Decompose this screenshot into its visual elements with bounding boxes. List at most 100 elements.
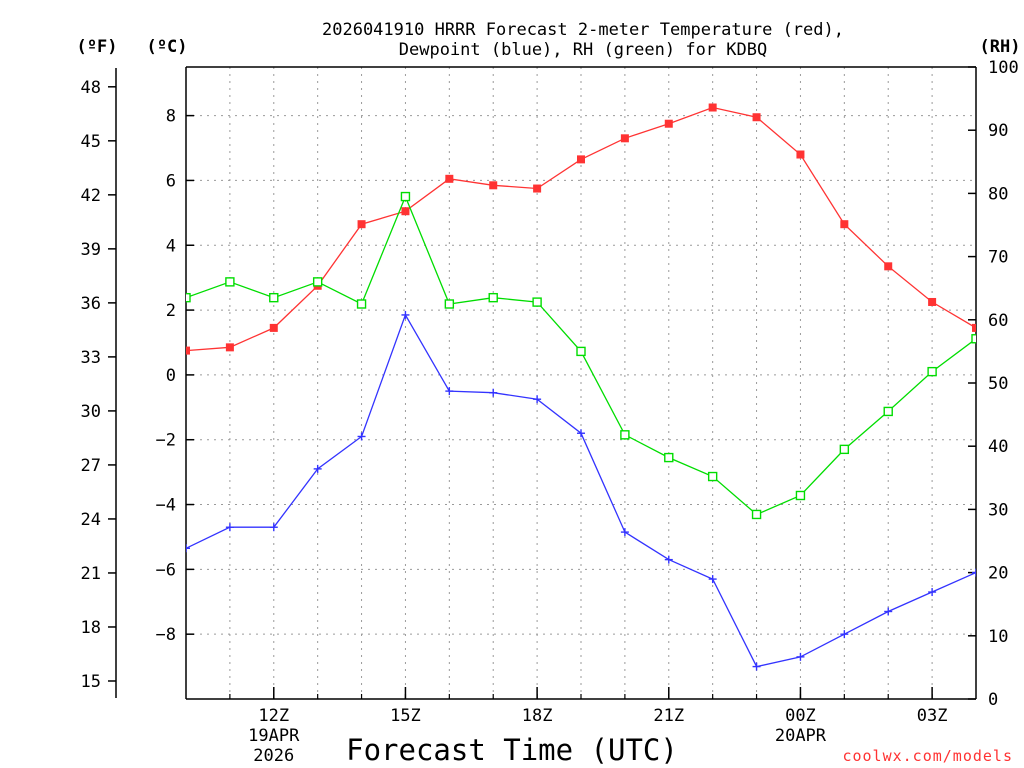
celsius-tick-label: −2 [156,431,176,451]
rh-tick-label: 40 [988,437,1008,457]
rh-point [795,490,806,501]
tick-labels: 48454239363330272421181586420−2−4−6−8100… [81,58,1019,766]
rh-point [444,299,455,309]
rh-tick-label: 0 [988,690,998,710]
celsius-tick-label: −6 [156,560,176,580]
rh-tick-label: 30 [988,500,1008,520]
temperature-point [269,323,278,332]
fahrenheit-tick-label: 42 [81,186,101,206]
temperature-point [620,134,629,143]
celsius-tick-label: 6 [166,171,176,191]
dewpoint-point [840,630,849,639]
x-tick-label: 21Z [653,706,684,726]
axes [108,66,977,700]
dewpoint-point [928,588,937,597]
x-tick-date-label: 19APR [248,726,300,746]
rh-tick-label: 90 [988,121,1008,141]
temperature-point [928,297,937,306]
dewpoint-point [752,662,761,671]
dewpoint-point [225,523,234,532]
rh-point [488,292,498,303]
fahrenheit-tick-label: 15 [81,672,101,692]
credit-text: coolwx.com/models [842,747,1013,765]
dewpoint-point [620,528,629,537]
rh-tick-label: 60 [988,311,1008,331]
temperature-point [752,113,761,122]
temperature-point [708,103,717,112]
temperature-point [664,119,673,128]
rh-point [576,346,586,357]
fahrenheit-tick-label: 36 [81,294,101,314]
fahrenheit-tick-label: 24 [81,510,101,530]
rh-point [664,452,674,463]
dewpoint-point [269,523,278,532]
grid-lines [186,67,976,699]
x-axis-label: Forecast Time (UTC) [346,733,678,767]
rh-tick-label: 80 [988,184,1008,204]
dewpoint-point [664,555,673,564]
chart-title-line-1: 2026041910 HRRR Forecast 2-meter Tempera… [322,20,844,40]
rh-point [186,292,191,303]
dewpoint-point [796,652,805,661]
chart-title-line-2: Dewpoint (blue), RH (green) for KDBQ [399,40,767,60]
series-dewpoint [186,310,976,671]
temperature-point [357,220,366,229]
celsius-tick-label: 8 [166,107,176,127]
fahrenheit-tick-label: 48 [81,78,101,98]
dewpoint-point [489,388,498,397]
fahrenheit-tick-label: 27 [81,456,101,476]
temperature-point [796,150,805,159]
series-rh [186,191,976,520]
x-tick-label: 18Z [522,706,553,726]
temperature-point [840,220,849,229]
celsius-tick-label: 0 [166,366,176,386]
rh-point [839,444,850,455]
fahrenheit-tick-label: 33 [81,348,101,368]
rh-point [883,406,893,417]
celsius-tick-label: −4 [156,496,176,516]
rh-tick-label: 10 [988,627,1008,647]
x-tick-label: 03Z [917,706,948,726]
x-tick-year-label: 2026 [253,746,294,766]
fahrenheit-tick-label: 39 [81,240,101,260]
dewpoint-point [708,575,717,584]
dewpoint-point [445,387,454,396]
rh-tick-label: 20 [988,564,1008,584]
dewpoint-point [577,429,585,438]
rh-point [356,299,367,309]
temperature-point [884,262,893,271]
rh-point [751,509,762,520]
dewpoint-point [972,568,976,577]
rh-point [971,334,976,344]
dewpoint-point [533,395,542,404]
rh-tick-label: 50 [988,374,1008,394]
rh-unit-label: (RH) [980,37,1021,57]
rh-point [400,191,411,202]
data-series [186,103,976,671]
rh-point [620,430,630,440]
celsius-unit-label: (ºC) [147,37,188,57]
rh-point [927,366,937,377]
x-tick-label: 15Z [390,706,421,726]
dewpoint-point [357,432,366,441]
rh-tick-label: 100 [988,58,1019,78]
dewpoint-point [313,464,322,473]
fahrenheit-tick-label: 45 [81,132,101,152]
dewpoint-point [884,607,893,616]
fahrenheit-unit-label: (ºF) [77,37,118,57]
x-tick-label: 00Z [785,706,816,726]
temperature-point [186,346,190,355]
temperature-point [489,181,498,190]
x-tick-date-label: 20APR [775,726,827,746]
temperature-point [225,343,234,352]
temperature-point [577,155,585,164]
fahrenheit-tick-label: 30 [81,402,101,422]
temperature-point [445,174,454,183]
rh-point [269,292,279,303]
temperature-point [401,207,410,216]
rh-point [707,471,718,482]
fahrenheit-tick-label: 18 [81,618,101,638]
rh-point [312,277,323,287]
temperature-point [533,184,542,193]
